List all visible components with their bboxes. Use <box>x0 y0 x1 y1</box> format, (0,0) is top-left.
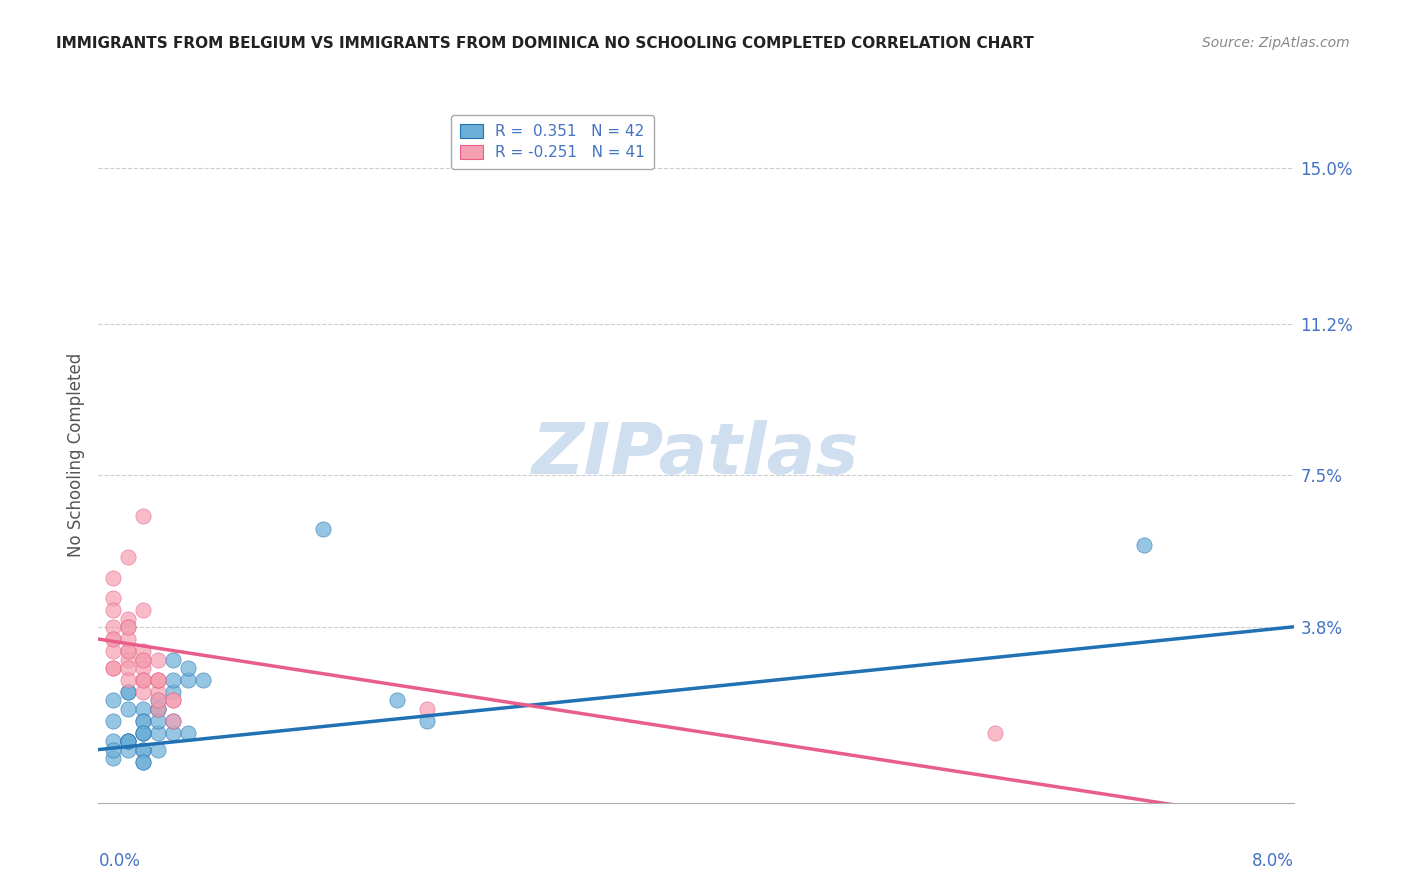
Point <box>177 673 200 687</box>
Point <box>177 661 200 675</box>
Point <box>148 714 170 728</box>
Point <box>148 742 170 756</box>
Text: ZIPatlas: ZIPatlas <box>533 420 859 490</box>
Point <box>103 644 125 658</box>
Point <box>148 726 170 740</box>
Point <box>132 685 155 699</box>
Point <box>103 661 125 675</box>
Point <box>117 644 139 658</box>
Point <box>132 755 155 769</box>
Point <box>132 742 155 756</box>
Point <box>162 714 184 728</box>
Point <box>132 673 155 687</box>
Point <box>983 726 1005 740</box>
Text: IMMIGRANTS FROM BELGIUM VS IMMIGRANTS FROM DOMINICA NO SCHOOLING COMPLETED CORRE: IMMIGRANTS FROM BELGIUM VS IMMIGRANTS FR… <box>56 36 1033 51</box>
Point <box>103 714 125 728</box>
Point <box>162 693 184 707</box>
Point <box>162 714 184 728</box>
Point <box>132 755 155 769</box>
Point <box>117 632 139 646</box>
Point <box>132 603 155 617</box>
Point <box>132 726 155 740</box>
Text: Source: ZipAtlas.com: Source: ZipAtlas.com <box>1202 36 1350 50</box>
Point <box>148 701 170 715</box>
Point <box>162 726 184 740</box>
Point <box>117 734 139 748</box>
Point <box>117 620 139 634</box>
Point <box>132 726 155 740</box>
Point <box>117 734 139 748</box>
Y-axis label: No Schooling Completed: No Schooling Completed <box>66 353 84 557</box>
Point <box>117 644 139 658</box>
Point <box>1133 538 1156 552</box>
Point <box>103 620 125 634</box>
Point <box>311 522 333 536</box>
Point <box>416 714 439 728</box>
Text: 8.0%: 8.0% <box>1251 852 1294 870</box>
Point <box>148 673 170 687</box>
Point <box>132 714 155 728</box>
Point <box>177 726 200 740</box>
Point <box>117 550 139 565</box>
Point <box>148 701 170 715</box>
Point <box>132 509 155 524</box>
Point <box>117 652 139 666</box>
Point <box>132 742 155 756</box>
Point <box>132 701 155 715</box>
Point <box>103 603 125 617</box>
Point <box>416 701 439 715</box>
Point <box>148 652 170 666</box>
Point <box>103 632 125 646</box>
Point <box>117 673 139 687</box>
Point <box>385 693 409 707</box>
Point <box>148 673 170 687</box>
Point <box>103 591 125 606</box>
Text: 0.0%: 0.0% <box>98 852 141 870</box>
Point <box>103 693 125 707</box>
Point <box>103 632 125 646</box>
Point <box>162 673 184 687</box>
Point <box>103 742 125 756</box>
Point <box>117 661 139 675</box>
Point <box>132 644 155 658</box>
Point <box>162 652 184 666</box>
Point <box>148 685 170 699</box>
Point <box>132 714 155 728</box>
Point <box>117 742 139 756</box>
Point <box>103 661 125 675</box>
Point <box>117 701 139 715</box>
Point <box>132 673 155 687</box>
Point <box>103 734 125 748</box>
Point <box>117 734 139 748</box>
Point <box>132 726 155 740</box>
Point <box>148 673 170 687</box>
Point <box>117 734 139 748</box>
Point <box>103 751 125 765</box>
Point <box>117 685 139 699</box>
Point <box>162 685 184 699</box>
Point <box>132 652 155 666</box>
Point <box>148 701 170 715</box>
Point <box>117 612 139 626</box>
Point <box>162 693 184 707</box>
Point <box>148 693 170 707</box>
Point <box>191 673 214 687</box>
Point <box>103 571 125 585</box>
Point <box>132 661 155 675</box>
Point <box>148 693 170 707</box>
Point <box>117 685 139 699</box>
Legend: R =  0.351   N = 42, R = -0.251   N = 41: R = 0.351 N = 42, R = -0.251 N = 41 <box>451 115 654 169</box>
Point <box>132 673 155 687</box>
Point <box>132 652 155 666</box>
Point <box>117 620 139 634</box>
